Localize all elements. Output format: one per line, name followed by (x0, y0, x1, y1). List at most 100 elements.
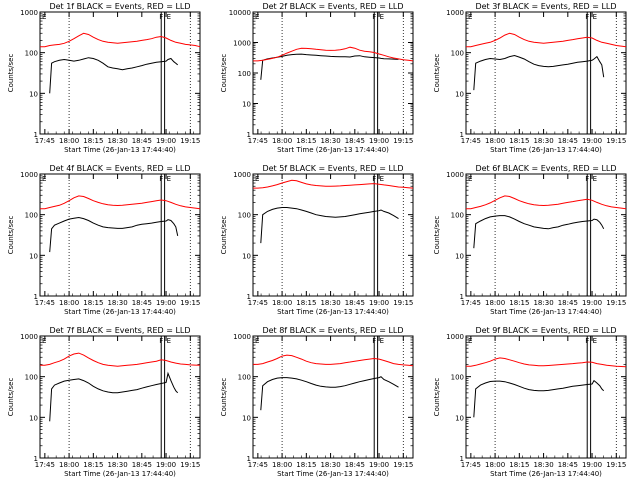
x-tick-label: 18:00 (59, 461, 79, 469)
marker-label: E (593, 175, 597, 183)
x-tick-label: 17:45 (35, 137, 55, 145)
x-tick-label: 18:30 (320, 299, 340, 307)
x-tick-label: 18:30 (533, 137, 553, 145)
series-line-lld (40, 32, 201, 48)
x-tick-label: 19:15 (393, 461, 413, 469)
marker-label: E (167, 13, 171, 21)
y-tick-label: 1000 (446, 333, 464, 341)
series-line-lld (466, 195, 627, 210)
marker-label: E (468, 337, 472, 345)
marker-label: E (255, 337, 259, 345)
y-tick-label: 1 (247, 293, 251, 301)
y-tick-label: 1 (460, 455, 464, 463)
chart-panel-2: Det 2f BLACK = Events, RED = LLD 1 10 100 10… (220, 2, 414, 154)
y-tick-label: 1 (34, 293, 38, 301)
x-tick-label: 18:30 (533, 299, 553, 307)
y-tick-label: 1 (460, 293, 464, 301)
marker-label: F (585, 175, 589, 183)
y-axis-label: Counts/sec (220, 54, 228, 93)
x-tick-label: 19:00 (369, 137, 389, 145)
x-tick-label: 18:45 (345, 299, 365, 307)
x-tick-label: 17:45 (248, 299, 268, 307)
y-tick-label: 1 (460, 131, 464, 139)
x-tick-label: 18:00 (272, 299, 292, 307)
x-tick-label: 17:45 (35, 299, 55, 307)
series-line-events (49, 371, 179, 422)
x-tick-label: 18:15 (509, 299, 529, 307)
y-tick-label: 100 (25, 50, 38, 58)
x-axis-label: Start Time (26-Jan-13 17:44:40) (277, 146, 389, 154)
series-line-lld (40, 352, 201, 367)
x-tick-label: 18:00 (59, 299, 79, 307)
marker-label: F (372, 337, 376, 345)
chart-title: Det 3f BLACK = Events, RED = LLD (475, 2, 616, 11)
y-tick-label: 10 (242, 252, 251, 260)
chart-title: Det 4f BLACK = Events, RED = LLD (49, 164, 190, 173)
x-axis-label: Start Time (26-Jan-13 17:44:40) (490, 146, 602, 154)
marker-label: E (468, 13, 472, 21)
marker-label: E (380, 13, 384, 21)
plot-frame (252, 335, 414, 459)
y-tick-label: 1 (34, 455, 38, 463)
x-tick-label: 18:00 (485, 299, 505, 307)
x-axis-label: Start Time (26-Jan-13 17:44:40) (490, 470, 602, 478)
y-tick-label: 100 (25, 374, 38, 382)
chart-title: Det 2f BLACK = Events, RED = LLD (262, 2, 403, 11)
marker-label: E (167, 175, 171, 183)
y-tick-label: 1 (247, 455, 251, 463)
x-axis-label: Start Time (26-Jan-13 17:44:40) (490, 308, 602, 316)
y-axis-label: Counts/sec (7, 378, 15, 417)
x-tick-label: 19:15 (180, 137, 200, 145)
series-line-lld (466, 357, 627, 368)
y-tick-label: 100 (25, 212, 38, 220)
chart-panel-1: Det 1f BLACK = Events, RED = LLD 1 10 100 10… (7, 2, 201, 154)
chart-title: Det 5f BLACK = Events, RED = LLD (262, 164, 403, 173)
x-tick-label: 19:00 (582, 137, 602, 145)
x-tick-label: 19:00 (156, 299, 176, 307)
series-line-events (473, 379, 605, 418)
chart-panel-6: Det 6f BLACK = Events, RED = LLD 1 10 100 10… (433, 164, 627, 316)
x-tick-label: 18:30 (320, 461, 340, 469)
marker-label: F (372, 13, 376, 21)
y-tick-label: 100 (238, 374, 251, 382)
plot-frame (39, 11, 201, 135)
x-tick-label: 18:15 (83, 461, 103, 469)
marker-label: E (593, 337, 597, 345)
series-line-events (260, 376, 399, 411)
plot-frame (465, 11, 627, 135)
x-tick-label: 18:45 (132, 137, 152, 145)
marker-label: E (380, 175, 384, 183)
series-line-lld (466, 32, 627, 48)
y-axis-label: Counts/sec (433, 54, 441, 93)
plot-frame (252, 173, 414, 297)
series-line-lld (253, 179, 414, 189)
x-axis-label: Start Time (26-Jan-13 17:44:40) (64, 146, 176, 154)
chart-panel-4: Det 4f BLACK = Events, RED = LLD 1 10 100 10… (7, 164, 201, 316)
y-axis-label: Counts/sec (220, 216, 228, 255)
series-line-events (473, 215, 605, 249)
marker-label: E (255, 13, 259, 21)
y-tick-label: 1 (247, 131, 251, 139)
y-axis-label: Counts/sec (433, 378, 441, 417)
x-tick-label: 19:00 (156, 461, 176, 469)
chart-title: Det 9f BLACK = Events, RED = LLD (475, 326, 616, 335)
x-axis-label: Start Time (26-Jan-13 17:44:40) (64, 308, 176, 316)
x-tick-label: 19:00 (582, 461, 602, 469)
x-tick-label: 18:30 (320, 137, 340, 145)
x-tick-label: 19:15 (606, 299, 626, 307)
x-tick-label: 18:30 (533, 461, 553, 469)
x-tick-label: 17:45 (461, 461, 481, 469)
x-axis-label: Start Time (26-Jan-13 17:44:40) (277, 470, 389, 478)
marker-label: F (585, 13, 589, 21)
x-tick-label: 18:45 (132, 461, 152, 469)
x-tick-label: 19:00 (156, 137, 176, 145)
series-line-events (49, 216, 179, 253)
series-line-lld (40, 195, 201, 210)
x-tick-label: 18:15 (296, 299, 316, 307)
x-tick-label: 18:00 (485, 461, 505, 469)
x-tick-label: 18:15 (509, 137, 529, 145)
series-line-events (49, 57, 179, 94)
marker-label: E (42, 337, 46, 345)
marker-label: F (585, 337, 589, 345)
